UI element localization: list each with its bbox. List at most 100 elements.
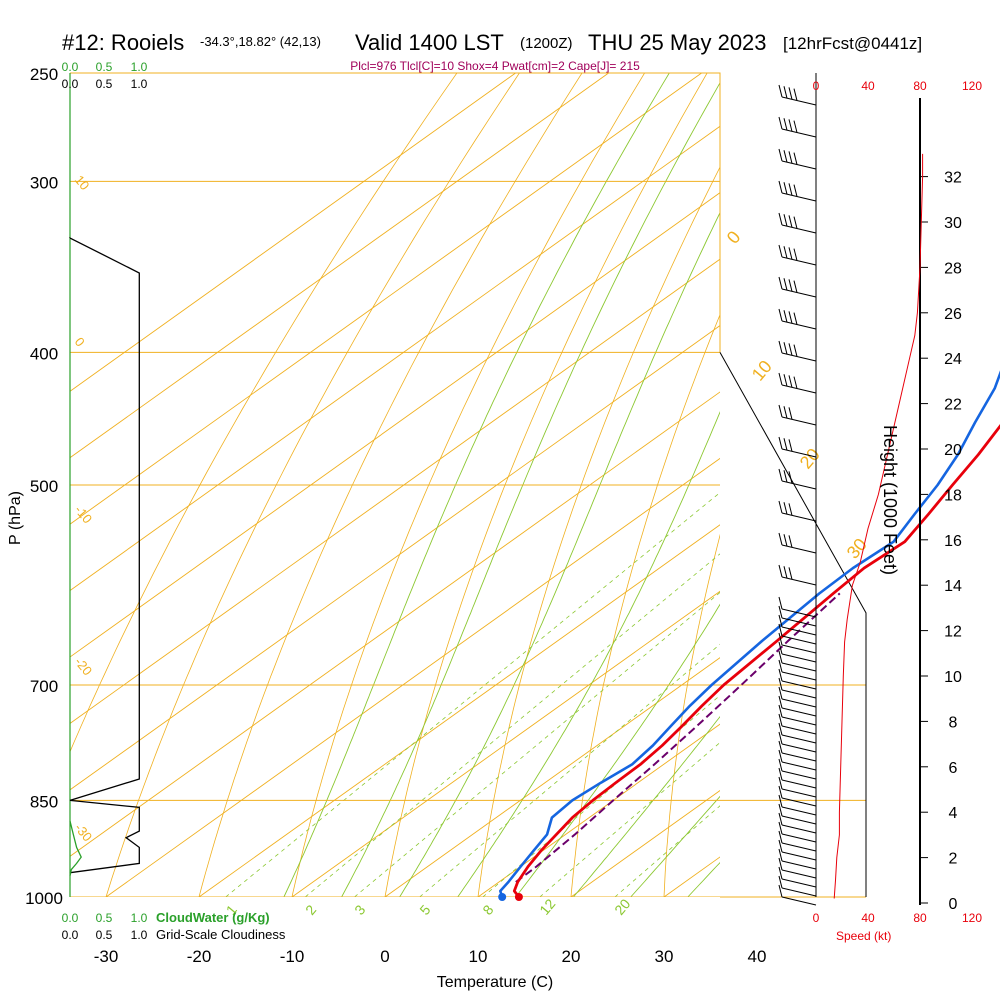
wind-barb	[778, 866, 817, 888]
wind-barb	[778, 532, 817, 554]
wind-barb	[778, 605, 817, 627]
wind-barb	[778, 84, 817, 106]
moist-adiabat-line	[399, 211, 720, 897]
surface-dewpoint-dot	[498, 893, 507, 901]
isotherm-line	[477, 723, 720, 897]
pressure-tick-label: 250	[30, 65, 58, 84]
wind-barb	[778, 767, 817, 789]
wind-barb	[778, 564, 817, 586]
isotherm-line	[70, 73, 516, 392]
mixing-ratio-line	[614, 805, 720, 897]
wind-barb	[778, 212, 817, 234]
cloudwater-scale-bottom-label: 0.5	[96, 911, 113, 925]
temperature-tick-label: 40	[748, 947, 767, 966]
height-tick-label: 4	[949, 805, 958, 822]
wind-speed-tick-top: 0	[813, 79, 820, 93]
wind-barb	[778, 785, 817, 807]
moist-adiabat-line	[283, 73, 670, 897]
wind-barb	[778, 812, 817, 834]
dry-adiabat-line	[198, 73, 583, 897]
x-axis-title: Temperature (C)	[437, 974, 553, 991]
wind-barb	[778, 614, 817, 636]
dry-adiabat-line	[70, 73, 458, 753]
dry-adiabat-line	[477, 166, 720, 897]
cloudiness-scale-top-label: 0.5	[96, 77, 113, 91]
height-tick-label: 32	[944, 170, 962, 187]
wind-speed-tick-top: 120	[962, 79, 982, 93]
temperature-tick-label: -20	[187, 947, 212, 966]
height-tick-label: 10	[944, 669, 962, 686]
isotherm-line	[384, 657, 720, 897]
wind-barb	[778, 436, 817, 458]
cloudwater-scale-top-label: 0.0	[62, 60, 79, 74]
pressure-tick-label: 500	[30, 477, 58, 496]
temperature-tick-label: 10	[469, 947, 488, 966]
wind-barb	[778, 803, 817, 825]
wind-barb	[778, 758, 817, 780]
mixing-ratio-line	[539, 742, 720, 897]
stability-indices: Plcl=976 Tlcl[C]=10 Shox=4 Pwat[cm]=2 Ca…	[350, 59, 640, 73]
wind-speed-tick-top: 40	[861, 79, 875, 93]
height-tick-label: 18	[944, 487, 962, 504]
height-tick-label: 2	[949, 851, 958, 868]
wind-barb	[778, 404, 817, 426]
wind-barb	[778, 308, 817, 330]
wind-barb	[778, 641, 817, 663]
moist-adiabat-line	[572, 715, 720, 897]
station-title: #12: Rooiels	[62, 30, 184, 55]
moist-adiabat-line	[630, 795, 720, 897]
wind-barb	[778, 875, 817, 897]
height-tick-label: 16	[944, 533, 962, 550]
wind-speed-tick-top: 80	[913, 79, 927, 93]
wind-barb	[778, 276, 817, 298]
wind-barb	[778, 686, 817, 708]
height-tick-label: 24	[944, 351, 962, 368]
mixing-ratio-line	[354, 591, 720, 897]
wind-barb	[778, 659, 817, 681]
wind-speed-tick-bottom: 120	[962, 911, 982, 925]
height-tick-label: 26	[944, 306, 962, 323]
valid-time: Valid 1400 LST	[355, 30, 504, 55]
temperature-tick-label: -10	[280, 947, 305, 966]
plot-border	[70, 72, 721, 353]
wind-barb	[778, 731, 817, 753]
isotherm-line	[70, 73, 609, 459]
wind-barb	[778, 695, 817, 717]
moist-adiabat-line	[341, 81, 720, 897]
wind-barb	[778, 180, 817, 202]
cloudwater-scale-bottom-label: 0.0	[62, 911, 79, 925]
height-tick-label: 22	[944, 397, 962, 414]
temperature-tick-label: 0	[380, 947, 389, 966]
wind-barb	[778, 116, 817, 138]
wind-barb	[778, 839, 817, 861]
wind-barb	[778, 668, 817, 690]
surface-temperature-dot	[514, 893, 523, 901]
dry-adiabat-line	[663, 533, 720, 897]
moist-adiabat-line	[515, 603, 720, 897]
wind-barb	[778, 340, 817, 362]
cloudwater-label: CloudWater (g/Kg)	[156, 910, 270, 925]
pressure-tick-label: 850	[30, 792, 58, 811]
height-tick-label: 20	[944, 442, 962, 459]
wind-barb	[778, 596, 817, 618]
wind-barb	[778, 632, 817, 654]
height-axis-title: Height (1000 Feet)	[880, 425, 900, 575]
height-tick-label: 30	[944, 215, 962, 232]
cloudiness-scale-top-label: 1.0	[131, 77, 148, 91]
parcel-trace	[515, 592, 841, 883]
wind-barb	[778, 500, 817, 522]
cloudwater-profile-line	[69, 820, 82, 876]
pressure-tick-label: 400	[30, 344, 58, 363]
wind-barb	[778, 468, 817, 490]
thermo-lines	[70, 73, 720, 897]
temperature-line	[512, 424, 1000, 898]
height-tick-label: 6	[949, 760, 958, 777]
height-tick-label: 8	[949, 714, 958, 731]
temperature-tick-label: 30	[655, 947, 674, 966]
wind-barb	[778, 776, 817, 798]
cloudiness-scale-bottom-label: 0.5	[96, 928, 113, 942]
station-coords: -34.3°,18.82° (42,13)	[200, 34, 321, 49]
wind-barb	[778, 372, 817, 394]
